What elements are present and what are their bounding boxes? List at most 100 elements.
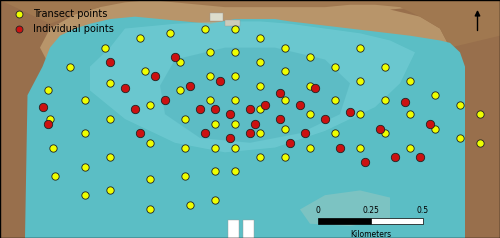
Point	[106, 188, 114, 192]
Point	[101, 46, 109, 50]
Point	[406, 79, 414, 83]
Point	[141, 69, 149, 73]
Point	[256, 131, 264, 135]
Point	[321, 117, 329, 121]
Point	[426, 122, 434, 126]
Point	[211, 169, 219, 173]
Point	[196, 108, 204, 111]
Point	[181, 117, 189, 121]
Point	[256, 36, 264, 40]
Point	[331, 65, 339, 69]
Point	[106, 60, 114, 64]
Point	[281, 155, 289, 159]
Point	[146, 103, 154, 107]
Bar	[228, 220, 238, 238]
Point	[226, 112, 234, 116]
Point	[306, 146, 314, 149]
Point	[176, 89, 184, 92]
Point	[286, 141, 294, 145]
Point	[246, 108, 254, 111]
Polygon shape	[0, 0, 500, 48]
Point	[331, 98, 339, 102]
Point	[231, 146, 239, 149]
Point	[361, 160, 369, 164]
Point	[131, 108, 139, 111]
Point	[146, 177, 154, 180]
Point	[181, 174, 189, 178]
Point	[256, 155, 264, 159]
Point	[331, 131, 339, 135]
Point	[391, 155, 399, 159]
Point	[281, 69, 289, 73]
Point	[231, 27, 239, 30]
Point	[336, 146, 344, 149]
Point	[211, 146, 219, 149]
Point	[166, 31, 174, 35]
Point	[51, 174, 59, 178]
Point	[401, 100, 409, 104]
Point	[356, 112, 364, 116]
Legend: Transect points, Individual points: Transect points, Individual points	[8, 7, 116, 36]
Point	[406, 146, 414, 149]
Text: 0.5: 0.5	[417, 206, 429, 215]
Point	[44, 122, 52, 126]
Point	[231, 122, 239, 126]
Point	[431, 127, 439, 130]
Point	[381, 98, 389, 102]
Bar	[318, 218, 370, 224]
Point	[46, 117, 54, 121]
Text: Kilometers: Kilometers	[350, 230, 391, 238]
Point	[211, 122, 219, 126]
Bar	[242, 220, 254, 238]
Bar	[210, 13, 222, 21]
Point	[281, 46, 289, 50]
Point	[356, 146, 364, 149]
Point	[456, 136, 464, 140]
Point	[181, 146, 189, 149]
Point	[121, 86, 129, 90]
Point	[106, 81, 114, 85]
Point	[301, 131, 309, 135]
Point	[356, 46, 364, 50]
Point	[261, 103, 269, 107]
Text: 0: 0	[316, 206, 320, 215]
Point	[151, 74, 159, 78]
Polygon shape	[160, 48, 350, 143]
Point	[456, 103, 464, 107]
Point	[48, 146, 56, 149]
Point	[206, 50, 214, 54]
Point	[276, 117, 284, 121]
Point	[136, 131, 144, 135]
Point	[296, 103, 304, 107]
Point	[186, 84, 194, 88]
Point	[431, 93, 439, 97]
Text: 0.25: 0.25	[362, 206, 379, 215]
Point	[306, 55, 314, 59]
Point	[346, 110, 354, 114]
Point	[476, 112, 484, 116]
Polygon shape	[90, 21, 415, 152]
Point	[306, 84, 314, 88]
Point	[186, 203, 194, 207]
Point	[106, 155, 114, 159]
Point	[231, 98, 239, 102]
Point	[381, 65, 389, 69]
Point	[81, 165, 89, 169]
Point	[81, 193, 89, 197]
Polygon shape	[390, 0, 500, 238]
Point	[231, 169, 239, 173]
Polygon shape	[300, 190, 390, 226]
Point	[176, 60, 184, 64]
Point	[44, 89, 52, 92]
Point	[201, 131, 209, 135]
Polygon shape	[25, 17, 465, 238]
Point	[276, 91, 284, 95]
Bar	[370, 218, 423, 224]
Point	[256, 108, 264, 111]
Point	[136, 36, 144, 40]
Point	[226, 136, 234, 140]
Point	[81, 98, 89, 102]
Point	[38, 105, 46, 109]
Point	[281, 98, 289, 102]
Polygon shape	[0, 0, 110, 238]
